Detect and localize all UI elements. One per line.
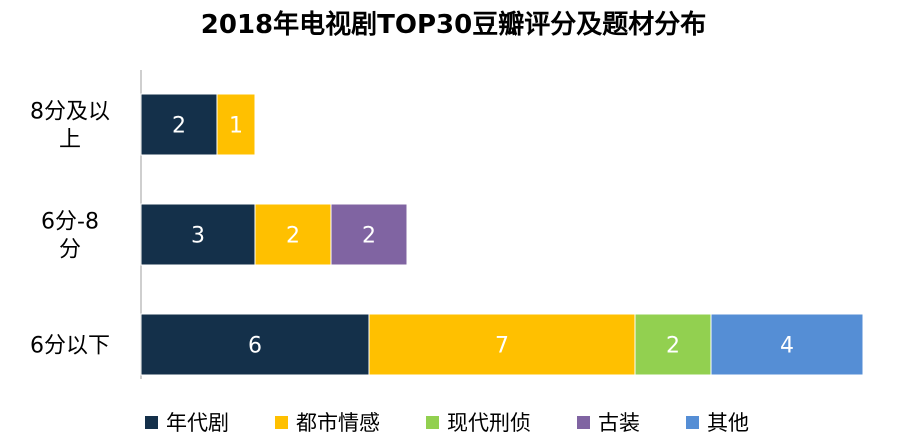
category-label: 6分-8 分 (41, 210, 99, 263)
legend-item: 都市情感 (275, 407, 380, 437)
category-label: 6分以下 (30, 334, 110, 359)
bar-segment (254, 203, 332, 266)
legend-item: 现代刑侦 (426, 407, 531, 437)
bar-segment (140, 93, 218, 156)
bar-segment (216, 93, 256, 156)
data-label: 1 (229, 114, 243, 139)
category-label: 8分及以上 (30, 100, 110, 153)
bar-segment (330, 203, 408, 266)
bar-segment (140, 203, 256, 266)
legend-item: 其他 (686, 407, 749, 437)
bar-segment (710, 313, 864, 376)
legend-label: 其他 (707, 411, 749, 435)
legend-item: 年代剧 (145, 407, 229, 437)
data-label: 3 (191, 224, 205, 249)
legend: 年代剧 都市情感 现代刑侦 古装 其他 (145, 407, 795, 437)
chart-title: 2018年电视剧TOP30豆瓣评分及题材分布 (200, 10, 707, 40)
legend-swatch (275, 415, 288, 429)
data-label: 2 (666, 334, 680, 359)
legend-swatch (577, 415, 590, 429)
legend-label: 年代剧 (166, 411, 229, 435)
bar-segment (140, 313, 370, 376)
data-label: 2 (286, 224, 300, 249)
data-label: 2 (172, 114, 186, 139)
legend-label: 古装 (598, 411, 640, 435)
data-label: 4 (780, 334, 794, 359)
data-label: 7 (495, 334, 509, 359)
legend-item: 古装 (577, 407, 640, 437)
legend-label: 现代刑侦 (447, 411, 531, 435)
legend-swatch (145, 415, 158, 429)
data-label: 2 (362, 224, 376, 249)
legend-swatch (686, 415, 699, 429)
legend-swatch (426, 415, 439, 429)
legend-label: 都市情感 (296, 411, 380, 435)
data-label: 6 (248, 334, 262, 359)
